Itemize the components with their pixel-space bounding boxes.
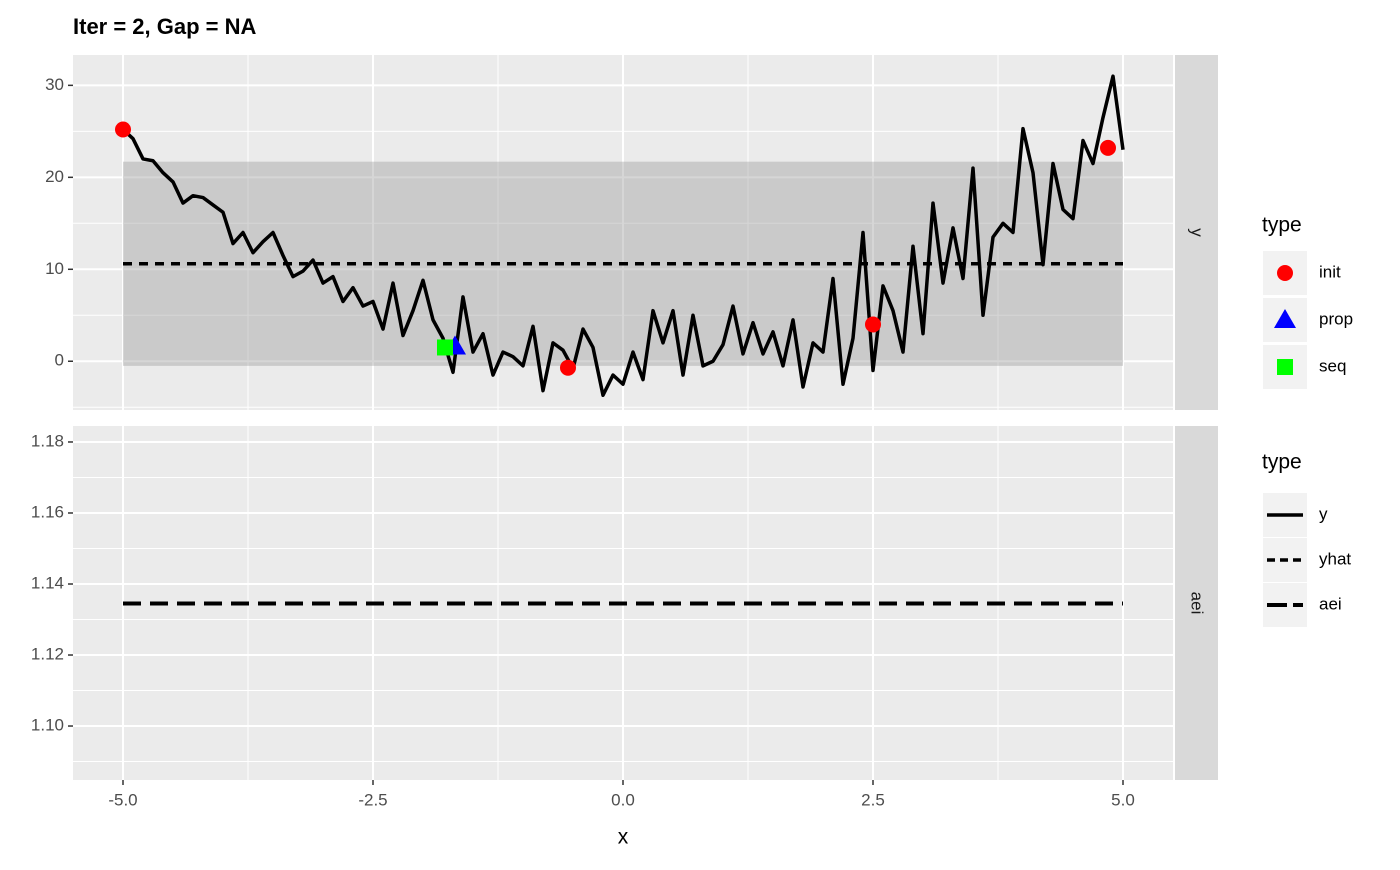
line: [121, 74, 1125, 398]
strip-label: y: [1188, 228, 1207, 237]
y-tick-label: 1.14: [31, 573, 64, 592]
legend-label: y: [1319, 504, 1328, 523]
point: [1100, 139, 1116, 156]
y-tick-label: 1.16: [31, 502, 64, 521]
y-tick-label: 20: [45, 167, 64, 186]
legend-symbol: [1277, 265, 1293, 281]
point: [560, 359, 576, 376]
legend-label: aei: [1319, 594, 1342, 613]
legend-symbol: [1277, 359, 1293, 375]
point: [115, 121, 131, 138]
x-tick-label: 0.0: [611, 790, 635, 809]
legend-label: init: [1319, 262, 1341, 281]
legend-label: yhat: [1319, 549, 1351, 568]
legend-label: prop: [1319, 309, 1353, 328]
chart-title: Iter = 2, Gap = NA: [73, 14, 257, 39]
x-tick-label: -5.0: [108, 790, 137, 809]
point: [865, 316, 881, 333]
point: [437, 339, 453, 356]
y-tick-label: 30: [45, 75, 64, 94]
y-tick-label: 1.10: [31, 716, 64, 735]
legend-label: seq: [1319, 356, 1346, 375]
x-tick-label: 5.0: [1111, 790, 1135, 809]
x-axis-label: x: [618, 826, 629, 849]
strip: [1175, 426, 1218, 780]
y-tick-label: 1.18: [31, 431, 64, 450]
y-tick-label: 10: [45, 259, 64, 278]
legend-title: type: [1262, 451, 1302, 474]
x-tick-label: 2.5: [861, 790, 885, 809]
y-tick-label: 0: [55, 351, 64, 370]
legend-title: type: [1262, 214, 1302, 237]
y-tick-label: 1.12: [31, 645, 64, 664]
strip: [1175, 55, 1218, 410]
legend-symbol: [1274, 309, 1296, 328]
x-tick-label: -2.5: [358, 790, 387, 809]
strip-label: aei: [1188, 592, 1207, 615]
